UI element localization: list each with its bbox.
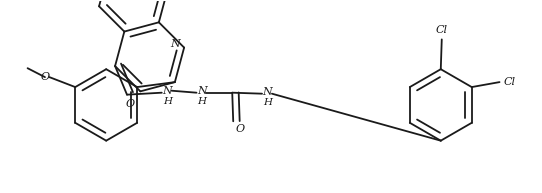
Text: O: O bbox=[41, 72, 49, 82]
Text: Cl: Cl bbox=[504, 77, 515, 87]
Text: H: H bbox=[163, 97, 172, 106]
Text: N: N bbox=[162, 86, 172, 96]
Text: O: O bbox=[125, 99, 134, 109]
Text: H: H bbox=[197, 97, 207, 106]
Text: N: N bbox=[170, 39, 180, 49]
Text: N: N bbox=[262, 87, 272, 97]
Text: N: N bbox=[197, 86, 207, 96]
Text: Cl: Cl bbox=[436, 25, 448, 36]
Text: H: H bbox=[263, 98, 272, 107]
Text: O: O bbox=[236, 124, 245, 134]
